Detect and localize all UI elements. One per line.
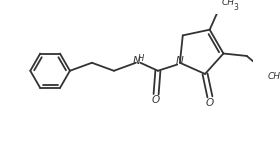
Text: N: N [133,56,141,66]
Text: 3: 3 [234,3,239,12]
Text: 3: 3 [279,76,280,85]
Text: CH: CH [222,0,235,7]
Text: O: O [206,98,214,108]
Text: N: N [176,56,184,66]
Text: H: H [138,54,144,63]
Text: CH: CH [267,72,280,81]
Text: O: O [152,95,160,105]
